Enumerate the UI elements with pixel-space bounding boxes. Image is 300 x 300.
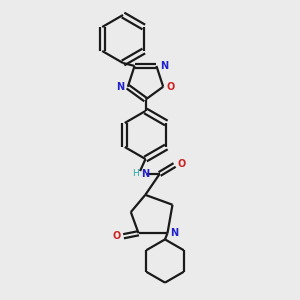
Text: O: O [167, 82, 175, 92]
Text: H: H [132, 169, 139, 178]
Text: O: O [112, 231, 121, 241]
Text: N: N [116, 82, 124, 92]
Text: N: N [170, 228, 178, 238]
Text: N: N [142, 169, 150, 179]
Text: O: O [178, 159, 186, 170]
Text: N: N [160, 61, 168, 71]
